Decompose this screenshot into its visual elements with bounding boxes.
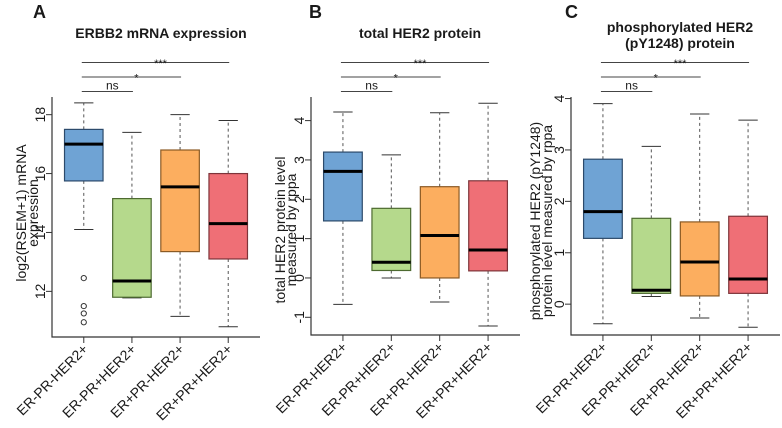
comparison-label: *: [394, 73, 399, 85]
outlier-point: [80, 319, 87, 326]
box-1: [112, 131, 152, 299]
box-0: [582, 103, 623, 325]
box-3: [208, 120, 249, 328]
box-body: [371, 207, 412, 272]
panel-title: phosphorylated HER2: [607, 19, 753, 35]
box-1: [371, 154, 412, 279]
box-body: [160, 149, 200, 253]
box-body: [582, 158, 623, 239]
box-body: [728, 215, 769, 294]
y-tick-label: 14: [32, 224, 48, 240]
box-0: [322, 111, 363, 305]
box-body: [322, 151, 363, 222]
box-body: [631, 217, 672, 294]
box-3: [468, 102, 509, 327]
y-axis-label: expression: [25, 179, 41, 247]
y-axis-label: log2(RSEM+1) mRNA: [13, 144, 29, 282]
box-body: [679, 221, 720, 297]
comparison-label: ***: [674, 58, 688, 70]
y-tick-label: 3: [291, 156, 307, 164]
comparison-label: ***: [414, 58, 428, 70]
y-tick-label: 18: [32, 107, 48, 123]
y-tick-label: 4: [291, 117, 307, 125]
y-tick-label: 2: [551, 197, 567, 205]
box-1: [631, 145, 672, 297]
y-axis-label: total HER2 protein level: [272, 156, 288, 303]
panel-letter: A: [33, 2, 46, 22]
box-2: [419, 112, 460, 303]
y-tick-label: 12: [32, 283, 48, 299]
comparison-label: ns: [106, 79, 119, 93]
panel-letter: B: [309, 2, 322, 22]
y-tick-label: 3: [551, 146, 567, 154]
y-tick-label: 1: [291, 235, 307, 243]
comparison-label: ns: [625, 79, 638, 93]
panel-title: (pY1248) protein: [625, 35, 735, 51]
box-0: [63, 102, 104, 326]
axis-frame: [570, 97, 780, 336]
panel-title: ERBB2 mRNA expression: [75, 25, 246, 41]
box-2: [160, 114, 200, 317]
y-tick-label: 0: [551, 300, 567, 308]
box-3: [728, 119, 769, 328]
outlier-point: [80, 310, 87, 317]
axis-frame: [51, 97, 260, 338]
y-tick-label: 2: [291, 195, 307, 203]
comparison-label: *: [654, 73, 659, 85]
comparison-label: ***: [154, 58, 168, 70]
outlier-point: [80, 275, 87, 282]
panel-title: total HER2 protein: [359, 25, 481, 41]
y-tick-label: 0: [291, 274, 307, 282]
panel-letter: C: [565, 2, 578, 22]
y-axis-label: protein level measured by rppa: [539, 125, 555, 317]
outlier-point: [80, 302, 87, 310]
box-2: [679, 113, 720, 319]
panel-a: A ERBB2 mRNA expression log2(RSEM+1) mRNAe…: [13, 2, 260, 423]
box-body: [468, 180, 509, 272]
axis-frame: [310, 97, 520, 336]
box-body: [63, 128, 104, 182]
comparison-label: ns: [365, 79, 378, 93]
y-tick-label: 4: [551, 94, 567, 102]
y-tick-label: -1: [291, 311, 307, 324]
box-body: [419, 186, 460, 279]
y-tick-label: 1: [551, 249, 567, 257]
comparison-label: *: [134, 73, 139, 85]
y-axis-label: measured by rppa: [283, 173, 299, 286]
box-body: [208, 172, 249, 260]
y-axis-label: phosphorylated HER2 (pY1248): [527, 122, 543, 320]
y-tick-label: 16: [32, 166, 48, 182]
